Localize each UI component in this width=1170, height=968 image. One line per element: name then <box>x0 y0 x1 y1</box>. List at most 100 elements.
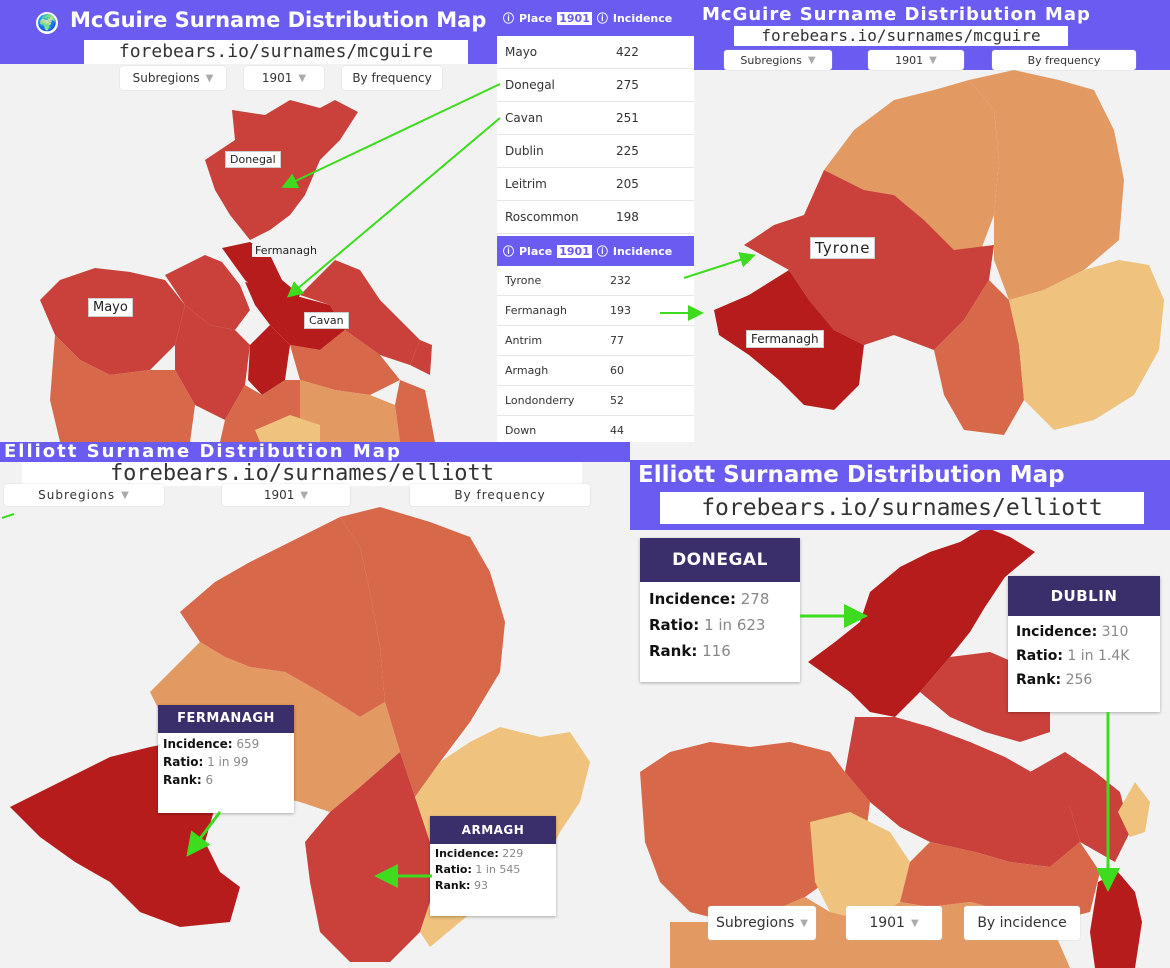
region-west <box>640 742 870 922</box>
info-icon: ⓘ <box>503 245 514 258</box>
ireland-table-place-header: Place <box>519 11 553 25</box>
chevron-down-icon: ▼ <box>298 72 307 84</box>
mcguire-ni-panel: McGuire Surname Distribution Map forebea… <box>694 0 1170 442</box>
region-select[interactable]: Subregions ▼ <box>120 66 226 90</box>
table-row[interactable]: Armagh 60 <box>497 356 694 386</box>
table-row[interactable]: Antrim 77 <box>497 326 694 356</box>
mcguire-ireland-title: McGuire Surname Distribution Map <box>70 8 487 32</box>
year-select[interactable]: 1901 ▼ <box>244 66 324 90</box>
chevron-down-icon: ▼ <box>929 54 937 66</box>
elliott-ireland-title: Elliott Surname Distribution Map <box>638 462 1065 488</box>
year-select[interactable]: 1901 ▼ <box>868 50 964 70</box>
info-card-dublin: DUBLIN Incidence: 310 Ratio: 1 in 1.4K R… <box>1008 576 1160 712</box>
sort-button[interactable]: By frequency <box>410 484 590 506</box>
table-row[interactable]: Roscommon 198 <box>497 201 694 234</box>
table-row[interactable]: Tyrone 232 <box>497 266 694 296</box>
region-armagh <box>305 752 435 962</box>
row-incidence: 77 <box>610 334 624 347</box>
row-place: Londonderry <box>505 394 575 407</box>
region-dublin <box>1090 872 1142 968</box>
map-label-fermanagh: Fermanagh <box>746 330 824 348</box>
sort-button[interactable]: By frequency <box>342 66 442 90</box>
region-leitrim <box>165 255 250 330</box>
row-incidence: 225 <box>616 144 639 158</box>
chevron-down-icon: ▼ <box>807 54 816 66</box>
row-incidence: 422 <box>616 45 639 59</box>
info-icon: ⓘ <box>596 245 608 258</box>
ni-incidence-table: ⓘ Place 1901 ⓘ Incidence Tyrone 232 Ferma… <box>497 236 694 445</box>
region-select-value: Subregions <box>716 915 795 931</box>
table-row[interactable]: Cavan 251 <box>497 102 694 135</box>
region-down <box>1009 260 1164 430</box>
row-incidence: 251 <box>616 111 639 125</box>
region-midlands <box>810 812 910 922</box>
elliott-ni-panel: Elliott Surname Distribution Map forebea… <box>0 442 630 968</box>
info-ratio: Ratio: 1 in 1.4K <box>1016 648 1130 664</box>
region-londonderry <box>180 517 385 717</box>
map-label-tyrone: Tyrone <box>810 237 876 259</box>
year-select[interactable]: 1901 ▼ <box>846 906 942 940</box>
table-row[interactable]: Dublin 225 <box>497 135 694 168</box>
ni-table-incidence-header: Incidence <box>612 244 673 258</box>
region-tyrone <box>744 170 994 350</box>
table-row[interactable]: Donegal 275 <box>497 69 694 102</box>
table-row[interactable]: Mayo 422 <box>497 36 694 69</box>
region-cavan <box>245 282 345 350</box>
table-row[interactable]: Leitrim 205 <box>497 168 694 201</box>
region-antrim <box>340 507 505 797</box>
info-card-title: FERMANAGH <box>158 705 294 733</box>
row-place: Leitrim <box>505 177 547 191</box>
mcguire-ni-title: McGuire Surname Distribution Map <box>702 4 1091 25</box>
row-place: Fermanagh <box>505 304 567 317</box>
ireland-incidence-table: ⓘ Place 1901 ⓘ Incidence Mayo 422 Donegal… <box>497 0 694 236</box>
row-place: Mayo <box>505 45 538 59</box>
region-londonderry <box>824 80 999 255</box>
row-place: Armagh <box>505 364 549 377</box>
table-row[interactable]: Fermanagh 193 <box>497 296 694 326</box>
row-place: Antrim <box>505 334 543 347</box>
sort-button-label: By frequency <box>1027 53 1101 67</box>
elliott-ni-url: forebears.io/surnames/elliott <box>22 462 582 486</box>
row-place: Cavan <box>505 111 543 125</box>
region-select-value: Subregions <box>132 71 200 85</box>
year-select-value: 1901 <box>261 71 293 85</box>
chevron-down-icon: ▼ <box>121 489 130 501</box>
row-incidence: 52 <box>610 394 624 407</box>
elliott-ni-title: Elliott Surname Distribution Map <box>4 442 402 462</box>
info-icon: ⓘ <box>503 12 514 25</box>
year-select-value: 1901 <box>895 53 924 67</box>
globe-icon: 🌍 <box>36 12 58 34</box>
info-ratio: Ratio: 1 in 623 <box>649 616 766 634</box>
sort-button-label: By frequency <box>454 488 546 502</box>
sort-button[interactable]: By incidence <box>964 906 1080 940</box>
elliott-ireland-url: forebears.io/surnames/elliott <box>660 492 1144 524</box>
row-place: Dublin <box>505 144 544 158</box>
region-donegal <box>808 527 1035 717</box>
ni-table-place-header: Place <box>519 244 553 258</box>
chevron-down-icon: ▼ <box>910 917 919 929</box>
year-select-value: 1901 <box>869 915 905 931</box>
row-place: Donegal <box>505 78 555 92</box>
mcguire-ireland-panel: 🌍 McGuire Surname Distribution Map foreb… <box>0 0 497 442</box>
map-label-fermanagh: Fermanagh <box>252 244 320 257</box>
region-select[interactable]: Subregions ▼ <box>708 906 816 940</box>
chevron-down-icon: ▼ <box>300 489 309 501</box>
info-card-donegal: DONEGAL Incidence: 278 Ratio: 1 in 623 R… <box>640 538 800 682</box>
info-card-armagh: ARMAGH Incidence: 229 Ratio: 1 in 545 Ra… <box>430 816 556 916</box>
region-select[interactable]: Subregions ▼ <box>724 50 832 70</box>
ni-map <box>714 70 1164 435</box>
sort-button[interactable]: By frequency <box>992 50 1136 70</box>
table-row[interactable]: Down 44 <box>497 416 694 445</box>
row-incidence: 44 <box>610 423 624 437</box>
region-select[interactable]: Subregions ▼ <box>4 484 164 506</box>
info-card-title: DONEGAL <box>640 538 800 582</box>
ireland-table-header: ⓘ Place 1901 ⓘ Incidence <box>497 0 694 36</box>
mcguire-ireland-url: forebears.io/surnames/mcguire <box>84 40 468 64</box>
info-incidence: Incidence: 278 <box>649 590 770 608</box>
year-select[interactable]: 1901 ▼ <box>222 484 350 506</box>
info-ratio: Ratio: 1 in 545 <box>435 863 521 876</box>
region-select-value: Subregions <box>38 488 116 502</box>
table-row[interactable]: Londonderry 52 <box>497 386 694 416</box>
region-armagh <box>934 280 1024 435</box>
info-ratio: Ratio: 1 in 99 <box>163 755 249 769</box>
